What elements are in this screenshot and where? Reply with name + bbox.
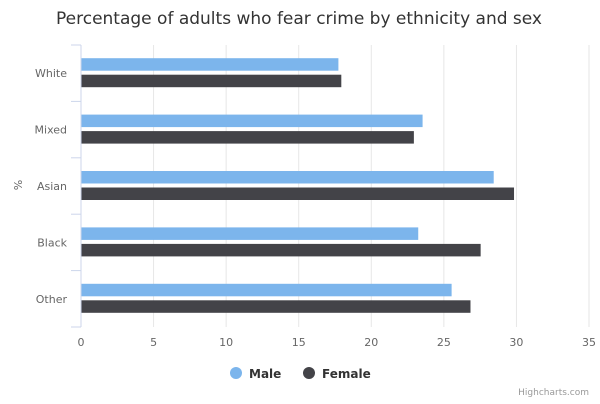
bar-female-mixed[interactable] bbox=[81, 131, 414, 144]
legend-marker bbox=[303, 367, 315, 379]
credit-text[interactable]: Highcharts.com bbox=[518, 388, 589, 398]
x-tick-label: 5 bbox=[150, 336, 157, 349]
value-axis: 0 5 10 15 20 25 30 35 bbox=[78, 336, 597, 349]
x-tick-label: 15 bbox=[292, 336, 306, 349]
category-label: Mixed bbox=[35, 124, 67, 137]
bar-female-other[interactable] bbox=[81, 300, 471, 313]
category-label: Asian bbox=[37, 180, 67, 193]
bars bbox=[81, 58, 515, 313]
bar-female-white[interactable] bbox=[81, 74, 342, 88]
bar-male-white[interactable] bbox=[81, 58, 339, 71]
legend-item-male[interactable]: Male bbox=[230, 367, 281, 381]
legend-marker bbox=[230, 367, 242, 379]
bar-male-mixed[interactable] bbox=[81, 114, 423, 128]
x-tick-label: 25 bbox=[437, 336, 451, 349]
category-label: White bbox=[35, 67, 67, 80]
bar-male-black[interactable] bbox=[81, 227, 419, 240]
x-tick-label: 30 bbox=[509, 336, 523, 349]
category-label: Black bbox=[37, 236, 67, 249]
legend-item-female[interactable]: Female bbox=[303, 367, 371, 381]
gridlines bbox=[153, 45, 590, 327]
bar-female-asian[interactable] bbox=[81, 187, 515, 201]
x-tick-label: 10 bbox=[219, 336, 233, 349]
y-axis-title: % bbox=[12, 180, 25, 190]
x-tick-label: 20 bbox=[364, 336, 378, 349]
category-label: Other bbox=[36, 293, 68, 306]
chart-title: Percentage of adults who fear crime by e… bbox=[56, 9, 542, 29]
x-tick-label: 0 bbox=[78, 336, 85, 349]
bar-male-asian[interactable] bbox=[81, 171, 494, 184]
category-axis: White Mixed Asian Black Other bbox=[35, 44, 82, 328]
legend-label: Female bbox=[322, 367, 371, 381]
bar-male-other[interactable] bbox=[81, 283, 452, 297]
bar-female-black[interactable] bbox=[81, 243, 481, 257]
legend-label: Male bbox=[249, 367, 281, 381]
x-tick-label: 35 bbox=[582, 336, 596, 349]
legend: Male Female bbox=[230, 367, 371, 381]
